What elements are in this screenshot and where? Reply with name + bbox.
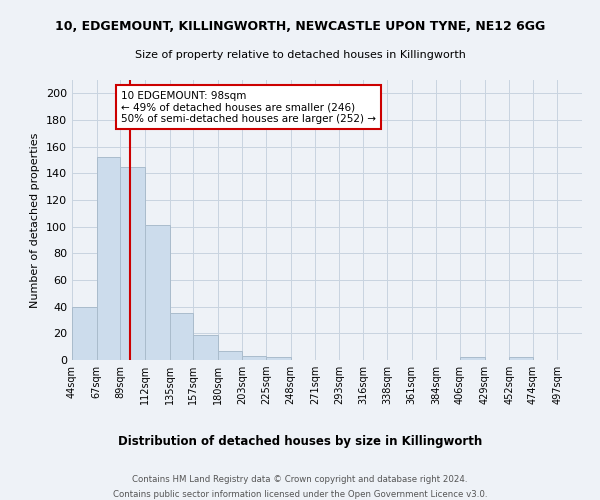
Text: Size of property relative to detached houses in Killingworth: Size of property relative to detached ho… — [134, 50, 466, 60]
Bar — [509, 358, 533, 360]
Bar — [460, 358, 485, 360]
Text: Distribution of detached houses by size in Killingworth: Distribution of detached houses by size … — [118, 435, 482, 448]
Y-axis label: Number of detached properties: Number of detached properties — [31, 132, 40, 308]
Bar — [266, 358, 290, 360]
Text: Contains public sector information licensed under the Open Government Licence v3: Contains public sector information licen… — [113, 490, 487, 499]
Text: 10 EDGEMOUNT: 98sqm
← 49% of detached houses are smaller (246)
50% of semi-detac: 10 EDGEMOUNT: 98sqm ← 49% of detached ho… — [121, 90, 376, 124]
Bar — [170, 314, 193, 360]
Bar — [242, 356, 266, 360]
Bar — [218, 350, 242, 360]
Bar — [145, 226, 170, 360]
Text: Contains HM Land Registry data © Crown copyright and database right 2024.: Contains HM Land Registry data © Crown c… — [132, 475, 468, 484]
Bar — [72, 306, 97, 360]
Bar — [193, 334, 218, 360]
Bar — [120, 166, 145, 360]
Bar — [97, 158, 120, 360]
Text: 10, EDGEMOUNT, KILLINGWORTH, NEWCASTLE UPON TYNE, NE12 6GG: 10, EDGEMOUNT, KILLINGWORTH, NEWCASTLE U… — [55, 20, 545, 33]
